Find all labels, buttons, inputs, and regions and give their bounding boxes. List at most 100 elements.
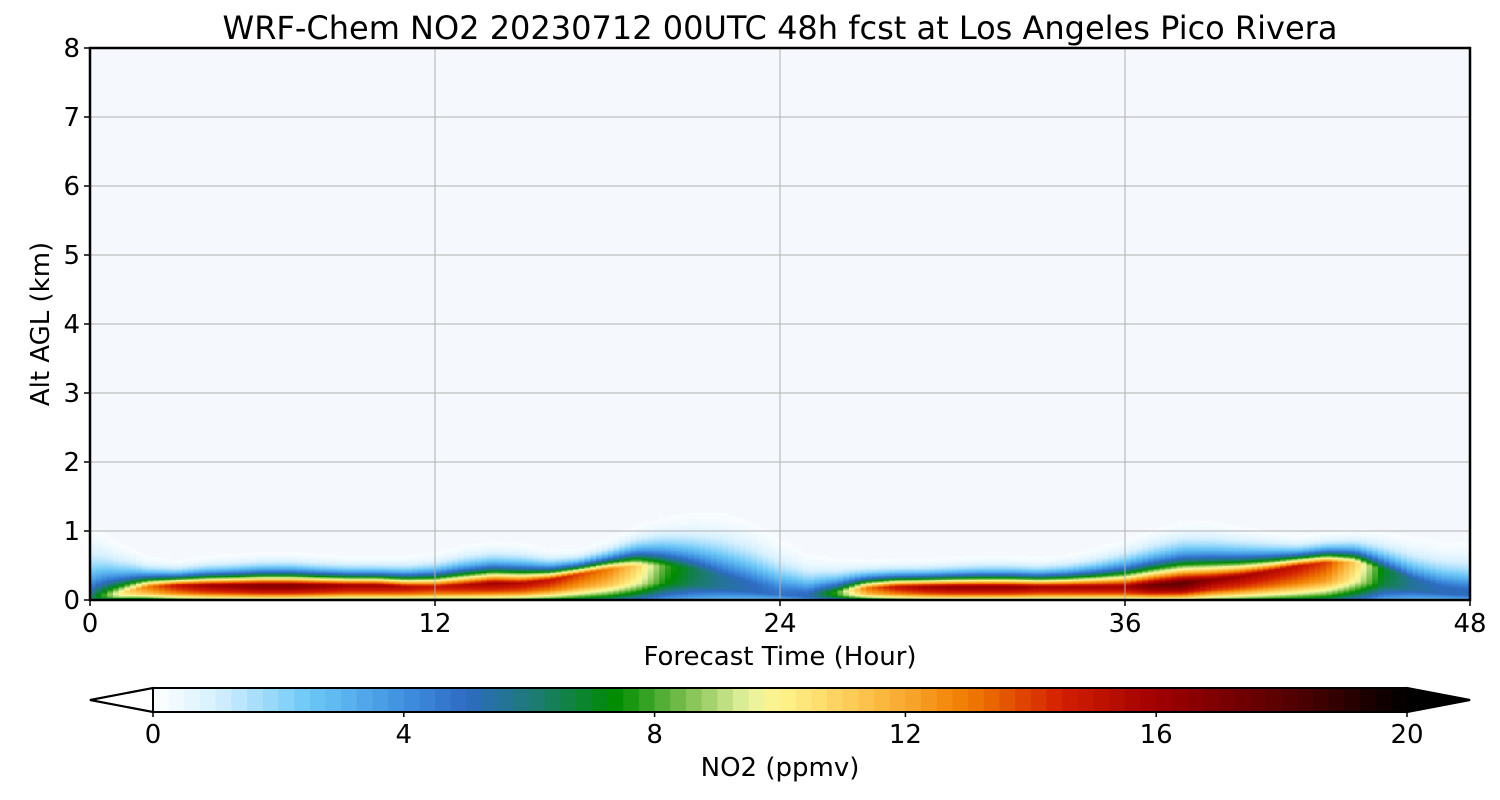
heatmap-cell	[481, 542, 488, 545]
heatmap-cell	[716, 559, 724, 562]
heatmap-cell	[555, 554, 563, 557]
heatmap-cell	[498, 591, 505, 594]
heatmap-cell	[693, 524, 701, 527]
heatmap-cell	[256, 576, 264, 579]
heatmap-cell	[538, 550, 545, 553]
heatmap-cell	[159, 561, 166, 564]
heatmap-cell	[435, 561, 442, 564]
heatmap-cell	[308, 572, 315, 575]
heatmap-cell	[521, 575, 528, 578]
heatmap-cell	[561, 561, 568, 564]
heatmap-cell	[222, 597, 229, 600]
heatmap-cell	[331, 594, 338, 597]
heatmap-cell	[745, 528, 752, 531]
heatmap-cell	[590, 553, 597, 556]
heatmap-cell	[780, 568, 787, 571]
heatmap-cell	[636, 568, 643, 571]
heatmap-cell	[705, 593, 712, 596]
heatmap-cell	[481, 587, 488, 590]
heatmap-cell	[601, 562, 609, 565]
heatmap-cell	[354, 562, 361, 565]
heatmap-cell	[607, 539, 614, 542]
heatmap-cell	[325, 555, 333, 558]
heatmap-cell	[550, 582, 557, 585]
heatmap-cell	[636, 533, 643, 536]
heatmap-cell	[348, 569, 356, 572]
heatmap-cell	[325, 562, 333, 565]
heatmap-cell	[475, 576, 482, 579]
heatmap-cell	[251, 584, 258, 587]
heatmap-cell	[90, 550, 97, 553]
heatmap-cell	[245, 590, 252, 593]
heatmap-cell	[584, 558, 591, 561]
heatmap-cell	[400, 559, 407, 562]
heatmap-cell	[153, 579, 160, 582]
heatmap-cell	[532, 582, 540, 585]
heatmap-cell	[90, 577, 97, 580]
heatmap-cell	[141, 554, 149, 557]
heatmap-cell	[699, 551, 706, 554]
heatmap-cell	[705, 590, 712, 593]
heatmap-cell	[205, 577, 212, 580]
heatmap-cell	[118, 566, 126, 569]
heatmap-cell	[274, 588, 281, 591]
heatmap-cell	[515, 551, 522, 554]
heatmap-cell	[268, 559, 275, 562]
heatmap-cell	[279, 591, 287, 594]
heatmap-cell	[164, 565, 172, 568]
heatmap-cell	[475, 572, 482, 575]
heatmap-cell	[636, 591, 643, 594]
heatmap-cell	[538, 553, 545, 556]
heatmap-cell	[377, 590, 384, 593]
heatmap-cell	[176, 588, 183, 591]
heatmap-cell	[711, 553, 718, 556]
heatmap-cell	[366, 573, 373, 576]
heatmap-cell	[423, 591, 430, 594]
heatmap-cell	[348, 590, 356, 593]
heatmap-cell	[302, 573, 310, 576]
heatmap-cell	[699, 595, 706, 598]
heatmap-cell	[630, 544, 637, 547]
heatmap-cell	[722, 540, 729, 543]
heatmap-cell	[498, 547, 505, 550]
heatmap-cell	[544, 554, 551, 557]
heatmap-cell	[630, 582, 637, 585]
heatmap-cell	[343, 587, 350, 590]
heatmap-cell	[118, 558, 126, 561]
heatmap-cell	[187, 583, 195, 586]
heatmap-cell	[739, 571, 747, 573]
heatmap-cell	[440, 572, 448, 575]
heatmap-cell	[659, 551, 666, 554]
heatmap-cell	[601, 547, 609, 550]
heatmap-cell	[780, 591, 787, 594]
heatmap-cell	[590, 565, 597, 568]
heatmap-cell	[463, 566, 471, 569]
heatmap-cell	[601, 566, 609, 569]
heatmap-cell	[90, 595, 97, 598]
heatmap-cell	[774, 587, 781, 590]
heatmap-cell	[739, 558, 747, 561]
heatmap-cell	[596, 573, 603, 576]
heatmap-cell	[711, 595, 718, 598]
heatmap-cell	[101, 580, 108, 583]
heatmap-cell	[630, 569, 637, 572]
heatmap-cell	[665, 595, 672, 598]
heatmap-cell	[762, 546, 770, 549]
heatmap-cell	[665, 586, 672, 589]
heatmap-cell	[354, 564, 361, 567]
heatmap-cell	[423, 577, 430, 580]
heatmap-cell	[429, 579, 436, 582]
heatmap-cell	[734, 533, 741, 536]
heatmap-cell	[774, 555, 781, 558]
heatmap-cell	[360, 597, 367, 600]
heatmap-cell	[90, 583, 97, 586]
heatmap-cell	[101, 566, 108, 569]
heatmap-cell	[584, 575, 591, 578]
heatmap-cell	[676, 554, 683, 557]
heatmap-cell	[279, 557, 287, 560]
heatmap-cell	[176, 568, 183, 571]
heatmap-cell	[751, 577, 758, 580]
heatmap-cell	[481, 550, 488, 553]
heatmap-cell	[492, 543, 499, 546]
heatmap-cell	[676, 535, 683, 538]
